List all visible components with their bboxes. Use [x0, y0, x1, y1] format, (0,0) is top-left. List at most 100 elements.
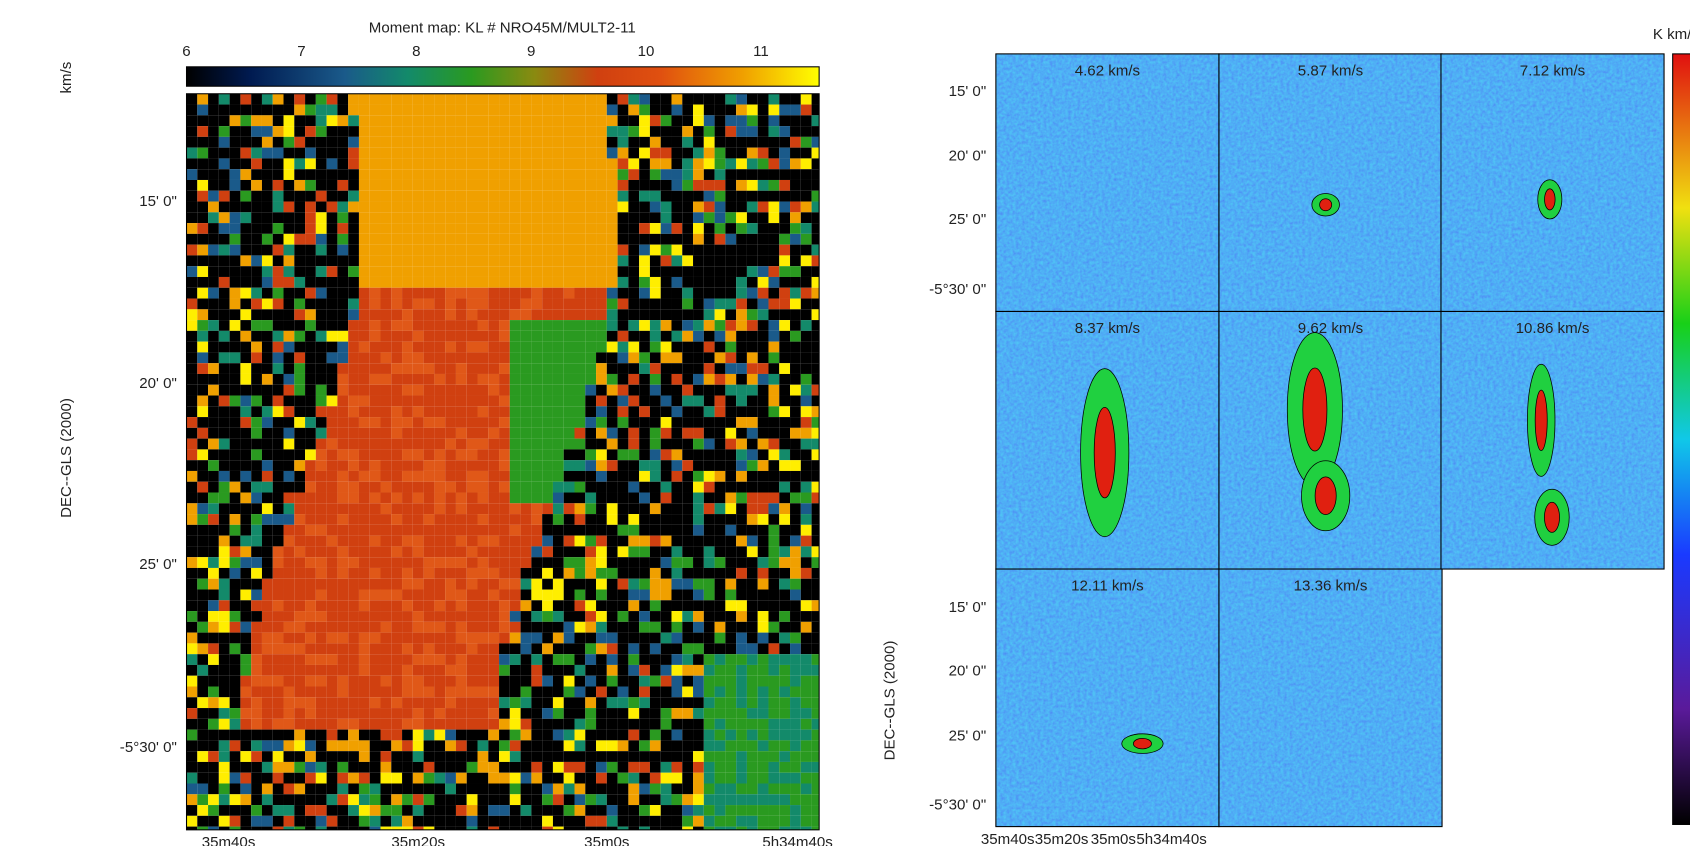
map-cell [230, 600, 241, 611]
map-cell [230, 816, 241, 827]
map-cell [671, 449, 682, 460]
map-cell [607, 320, 618, 331]
map-cell [219, 288, 230, 299]
map-cell [790, 342, 801, 353]
map-cell [607, 460, 618, 471]
map-cell [639, 331, 650, 342]
map-cell [574, 320, 585, 331]
map-cell [381, 277, 392, 288]
map-cell [801, 202, 812, 213]
map-cell [736, 449, 747, 460]
map-cell [510, 428, 521, 439]
map-cell [478, 94, 489, 105]
map-cell [779, 342, 790, 353]
map-cell [607, 169, 618, 180]
map-cell [779, 482, 790, 493]
map-cell [478, 202, 489, 213]
map-cell [628, 234, 639, 245]
map-cell [650, 783, 661, 794]
map-cell [327, 719, 338, 730]
map-cell [779, 460, 790, 471]
map-cell [273, 169, 284, 180]
map-cell [424, 525, 435, 536]
map-cell [391, 245, 402, 256]
map-cell [574, 654, 585, 665]
map-cell [284, 309, 295, 320]
map-cell [758, 234, 769, 245]
map-cell [402, 536, 413, 547]
map-cell [812, 622, 823, 633]
map-cell [639, 697, 650, 708]
map-cell [704, 493, 715, 504]
map-cell [564, 105, 575, 116]
map-cell [208, 320, 219, 331]
map-cell [434, 385, 445, 396]
map-cell [618, 331, 629, 342]
map-cell [488, 288, 499, 299]
map-cell [284, 137, 295, 148]
map-cell [607, 234, 618, 245]
map-cell [434, 439, 445, 450]
map-cell [327, 449, 338, 460]
map-cell [294, 654, 305, 665]
map-cell [531, 536, 542, 547]
map-cell [779, 536, 790, 547]
map-cell [402, 158, 413, 169]
map-cell [478, 546, 489, 557]
map-cell [413, 212, 424, 223]
map-cell [467, 115, 478, 126]
map-cell [391, 654, 402, 665]
map-cell [704, 697, 715, 708]
map-cell [391, 212, 402, 223]
map-cell [790, 460, 801, 471]
map-cell [758, 622, 769, 633]
map-cell [715, 223, 726, 234]
map-cell [639, 827, 650, 838]
map-cell [639, 342, 650, 353]
map-cell [445, 126, 456, 137]
map-cell [639, 191, 650, 202]
map-cell [574, 331, 585, 342]
map-cell [521, 730, 532, 741]
map-cell [564, 536, 575, 547]
map-cell [650, 816, 661, 827]
map-cell [327, 266, 338, 277]
map-cell [521, 299, 532, 310]
map-cell [488, 622, 499, 633]
map-cell [715, 805, 726, 816]
map-cell [650, 719, 661, 730]
map-cell [348, 212, 359, 223]
map-cell [639, 557, 650, 568]
map-cell [488, 740, 499, 751]
map-cell [801, 148, 812, 159]
map-cell [273, 363, 284, 374]
map-cell [434, 557, 445, 568]
map-cell [456, 191, 467, 202]
map-cell [618, 665, 629, 676]
map-cell [456, 223, 467, 234]
map-cell [499, 406, 510, 417]
map-cell [682, 255, 693, 266]
map-cell [327, 697, 338, 708]
map-cell [715, 493, 726, 504]
map-cell [305, 525, 316, 536]
map-cell [736, 719, 747, 730]
map-cell [240, 202, 251, 213]
map-cell [273, 654, 284, 665]
map-cell [381, 568, 392, 579]
map-cell [294, 385, 305, 396]
map-cell [402, 482, 413, 493]
map-cell [542, 148, 553, 159]
map-cell [736, 288, 747, 299]
map-cell [650, 751, 661, 762]
map-cell [316, 417, 327, 428]
map-cell [359, 169, 370, 180]
map-cell [768, 245, 779, 256]
map-cell [790, 708, 801, 719]
map-cell [758, 568, 769, 579]
map-cell [747, 794, 758, 805]
map-cell [790, 654, 801, 665]
map-cell [682, 374, 693, 385]
map-cell [187, 158, 198, 169]
map-cell [230, 223, 241, 234]
